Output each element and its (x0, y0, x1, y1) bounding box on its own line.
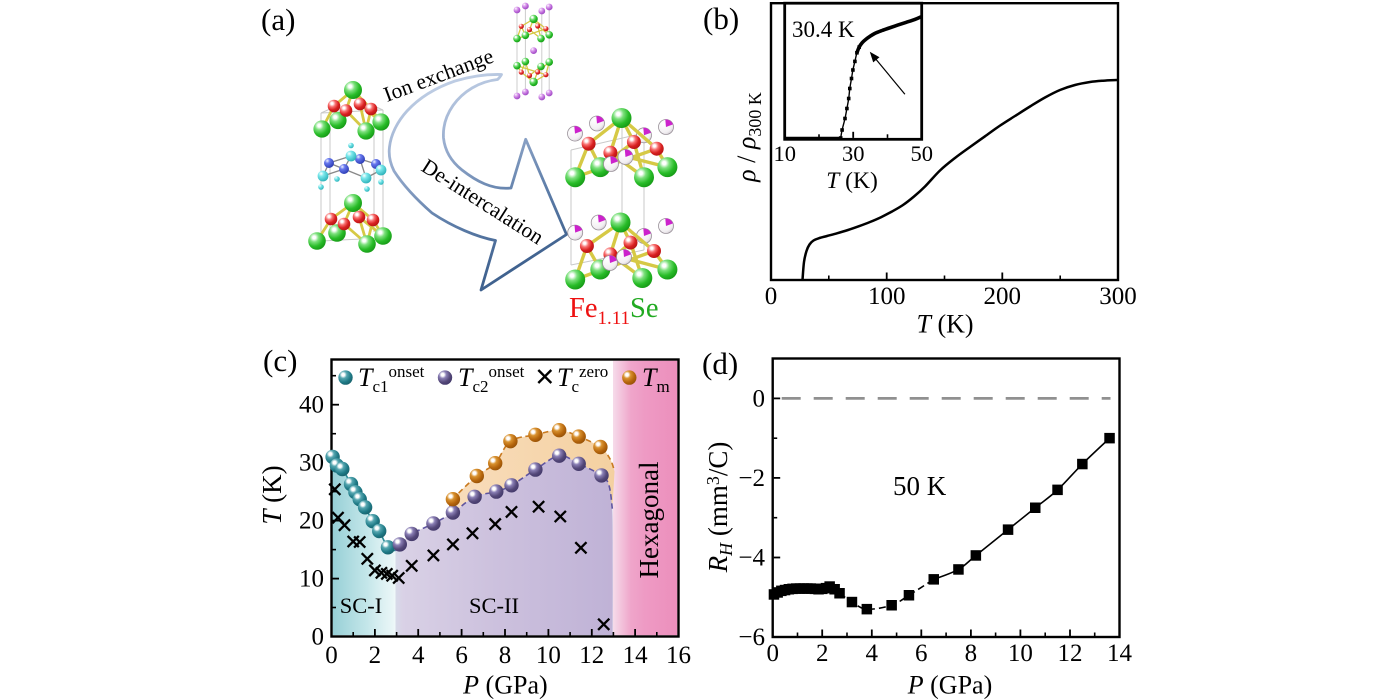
svg-text:0: 0 (753, 385, 766, 412)
svg-text:0: 0 (312, 624, 325, 651)
svg-text:30.4 K: 30.4 K (792, 17, 855, 42)
svg-text:Tczero: Tczero (557, 362, 608, 396)
svg-text:40: 40 (299, 392, 324, 419)
svg-text:30: 30 (842, 141, 865, 166)
svg-text:6: 6 (915, 640, 928, 667)
svg-text:Hexagonal: Hexagonal (634, 462, 664, 579)
svg-text:0: 0 (765, 283, 778, 310)
svg-text:RH (mm3/C): RH (mm3/C) (703, 442, 736, 574)
svg-text:(c): (c) (263, 343, 297, 378)
svg-text:T (K): T (K) (916, 310, 973, 339)
svg-text:12: 12 (1058, 640, 1083, 667)
svg-text:14: 14 (623, 642, 649, 669)
svg-text:50: 50 (910, 141, 933, 166)
svg-text:P (GPa): P (GPa) (462, 671, 547, 700)
svg-text:Tc2onset: Tc2onset (458, 362, 525, 396)
svg-text:12: 12 (579, 642, 604, 669)
svg-text:10: 10 (773, 141, 796, 166)
svg-text:0: 0 (766, 640, 779, 667)
svg-text:30: 30 (299, 450, 324, 477)
svg-text:−2: −2 (738, 465, 765, 492)
svg-text:2: 2 (816, 640, 829, 667)
svg-text:4: 4 (866, 640, 879, 667)
svg-text:T (K): T (K) (826, 168, 878, 194)
svg-text:(a): (a) (261, 2, 295, 37)
svg-text:T (K): T (K) (257, 465, 287, 524)
svg-text:−4: −4 (738, 545, 765, 572)
svg-text:6: 6 (455, 642, 468, 669)
svg-text:20: 20 (299, 508, 324, 535)
svg-text:−6: −6 (738, 624, 765, 651)
svg-text:(b): (b) (703, 1, 739, 36)
svg-text:P (GPa): P (GPa) (907, 671, 992, 700)
svg-text:0: 0 (325, 642, 338, 669)
svg-text:10: 10 (1008, 640, 1033, 667)
svg-text:100: 100 (868, 283, 906, 310)
svg-text:16: 16 (666, 642, 691, 669)
svg-text:8: 8 (965, 640, 978, 667)
svg-text:4: 4 (412, 642, 425, 669)
svg-text:Fe1.11Se: Fe1.11Se (569, 293, 659, 329)
svg-text:10: 10 (299, 566, 324, 593)
svg-text:8: 8 (499, 642, 512, 669)
svg-text:Tc1onset: Tc1onset (358, 362, 425, 396)
svg-text:200: 200 (984, 283, 1022, 310)
svg-text:(d): (d) (702, 346, 738, 381)
svg-text:50 K: 50 K (893, 471, 947, 501)
svg-text:Tm: Tm (642, 363, 670, 396)
svg-text:10: 10 (536, 642, 561, 669)
svg-text:SC-I: SC-I (340, 593, 383, 618)
svg-text:2: 2 (369, 642, 382, 669)
svg-text:14: 14 (1107, 640, 1133, 667)
svg-text:ρ / ρ300 K: ρ / ρ300 K (732, 92, 765, 183)
svg-text:SC-II: SC-II (469, 593, 519, 618)
svg-text:300: 300 (1099, 283, 1137, 310)
